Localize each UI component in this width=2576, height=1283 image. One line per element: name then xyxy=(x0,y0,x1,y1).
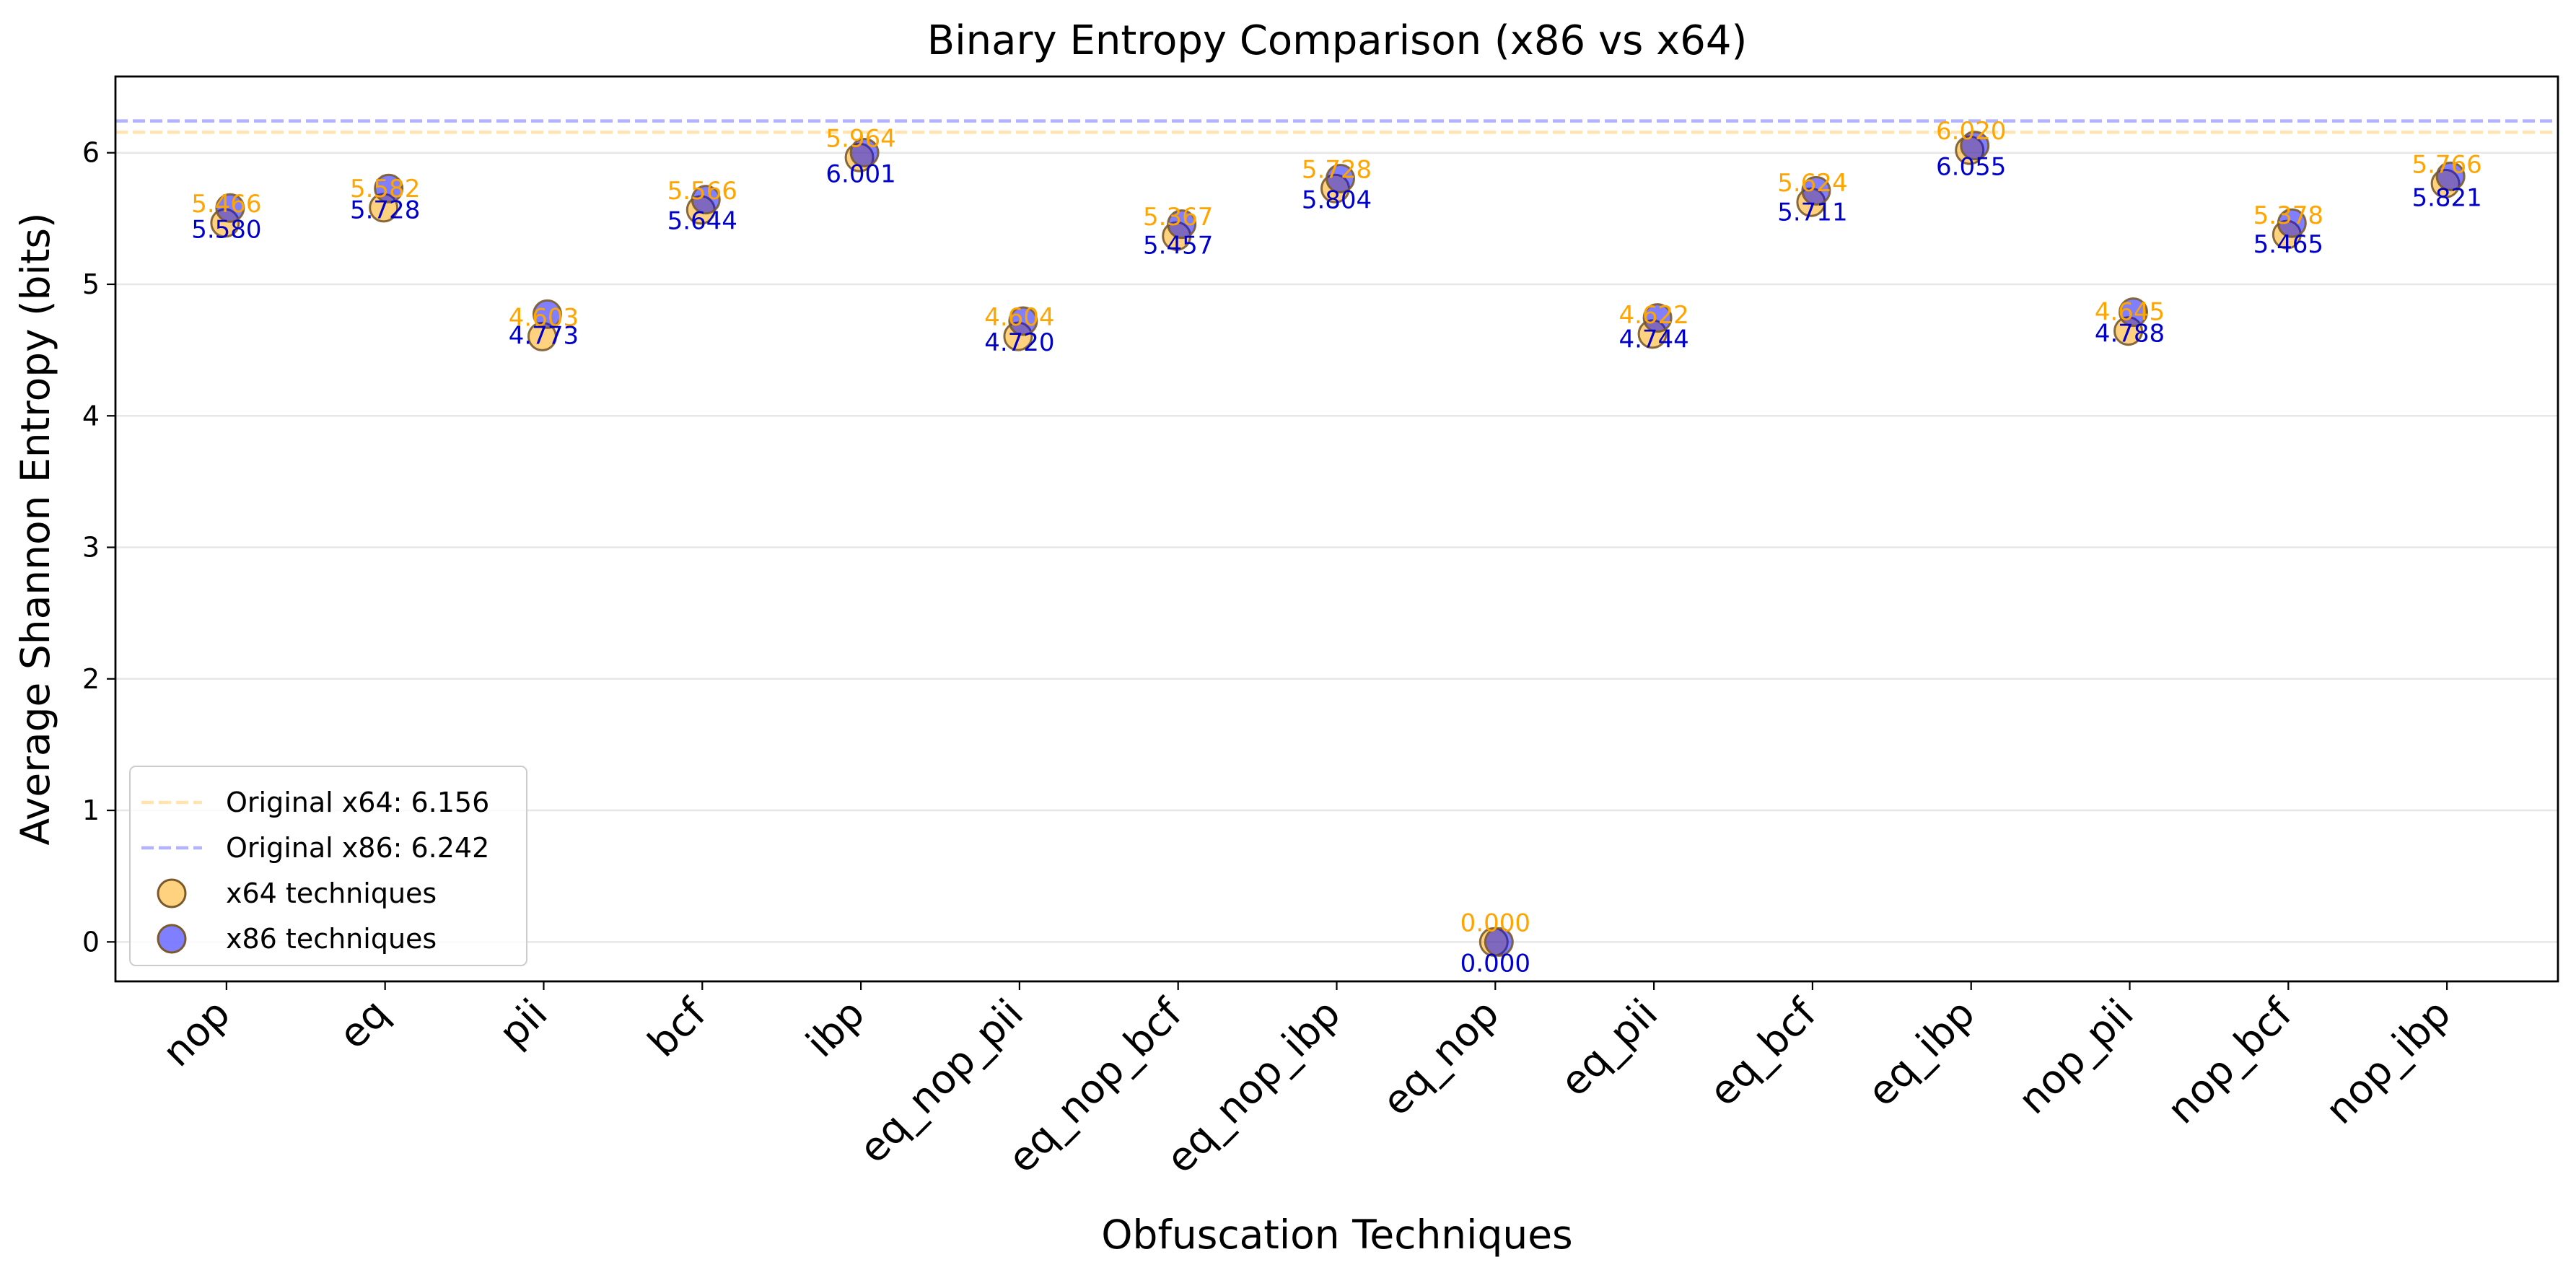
data-label: 4.622 xyxy=(1618,301,1688,330)
data-label: 4.604 xyxy=(984,303,1054,332)
data-label: 4.773 xyxy=(509,321,579,350)
data-labels: 5.466 5.582 4.603 5.566 5.964 4.604 5.367 5.728… xyxy=(191,117,2482,978)
data-label: 5.378 xyxy=(2253,201,2323,230)
data-point xyxy=(849,138,880,168)
data-point xyxy=(2435,161,2466,191)
y-tick-label: 5 xyxy=(82,268,100,300)
data-point xyxy=(215,193,245,223)
data-point xyxy=(1960,131,1990,161)
x-tick-label: nop_ibp xyxy=(2316,990,2459,1133)
data-label: 5.821 xyxy=(2411,183,2481,212)
legend-marker-swatch xyxy=(157,878,187,908)
y-axis: 0 1 2 3 4 5 6 xyxy=(82,137,115,958)
chart-title: Binary Entropy Comparison (x86 vs x64) xyxy=(927,17,1748,64)
data-label: 4.788 xyxy=(2095,320,2165,349)
legend-entry: Original x86: 6.242 xyxy=(226,832,489,864)
x-tick-label: eq_bcf xyxy=(1700,989,1826,1115)
data-label: 6.001 xyxy=(825,160,895,189)
x-axis-label: Obfuscation Techniques xyxy=(1101,1212,1572,1258)
data-label: 5.580 xyxy=(191,215,261,244)
data-label: 4.744 xyxy=(1618,325,1688,354)
data-point xyxy=(2119,297,2149,328)
data-label: 5.624 xyxy=(1777,169,1847,198)
data-label: 5.457 xyxy=(1143,232,1213,260)
x-tick-label: ibp xyxy=(797,990,873,1066)
data-label: 5.804 xyxy=(1302,185,1372,214)
x-tick-label: eq_pii xyxy=(1551,990,1667,1105)
x-tick-label: eq_ibp xyxy=(1858,990,1983,1115)
data-point xyxy=(1326,163,1355,193)
data-points xyxy=(210,131,2466,957)
legend-entry: x86 techniques xyxy=(226,923,437,955)
data-point xyxy=(1167,209,1197,240)
data-label: 5.582 xyxy=(350,175,420,203)
y-tick-label: 3 xyxy=(82,532,100,564)
data-label: 5.711 xyxy=(1777,198,1847,227)
x-tick-label: nop xyxy=(154,990,239,1075)
data-label: 6.020 xyxy=(1936,117,2006,146)
data-label: 5.964 xyxy=(825,124,895,153)
x-tick-label: nop_pii xyxy=(2010,990,2142,1123)
data-label: 5.766 xyxy=(2411,150,2481,179)
data-point xyxy=(691,185,721,215)
y-tick-label: 6 xyxy=(82,137,100,169)
data-point xyxy=(2277,208,2307,238)
y-tick-label: 0 xyxy=(82,926,100,958)
data-point xyxy=(1484,927,1514,957)
data-label: 5.728 xyxy=(1302,155,1372,184)
data-point xyxy=(532,299,562,329)
y-tick-label: 4 xyxy=(82,400,100,432)
legend-box xyxy=(129,766,527,966)
x-tick-label: eq_nop xyxy=(1373,990,1507,1124)
legend-marker-swatch xyxy=(157,924,187,954)
data-point xyxy=(1008,306,1038,336)
legend: Original x64: 6.156 Original x86: 6.242 x6… xyxy=(129,766,527,966)
data-label: 6.055 xyxy=(1936,153,2006,182)
data-point xyxy=(1801,175,1831,206)
data-label: 4.645 xyxy=(2095,298,2165,327)
data-label: 4.603 xyxy=(509,303,579,332)
x-tick-label: eq xyxy=(330,990,398,1058)
data-label: 0.000 xyxy=(1460,908,1530,937)
data-point xyxy=(1642,303,1673,333)
data-point xyxy=(374,173,404,203)
data-label: 5.728 xyxy=(350,196,420,224)
data-label: 5.644 xyxy=(667,207,737,236)
x-tick-label: pii xyxy=(490,990,556,1056)
legend-entry: x64 techniques xyxy=(226,877,437,909)
data-label: 4.720 xyxy=(984,328,1054,357)
reference-lines xyxy=(115,119,2558,134)
y-axis-label: Average Shannon Entropy (bits) xyxy=(12,212,58,845)
y-tick-label: 1 xyxy=(82,794,100,826)
data-label: 5.466 xyxy=(191,190,261,219)
data-label: 5.367 xyxy=(1143,203,1213,232)
x-axis: nop eq pii bcf ibpeq_nop_piieq_nop_bcfeq_nop… xyxy=(154,981,2459,1182)
data-label: 5.566 xyxy=(667,177,737,206)
x-tick-label: bcf xyxy=(639,989,715,1066)
data-label: 0.000 xyxy=(1460,949,1530,978)
x-tick-label: nop_bcf xyxy=(2158,989,2302,1133)
data-label: 5.465 xyxy=(2253,230,2323,259)
legend-entry: Original x64: 6.156 xyxy=(226,787,489,818)
y-tick-label: 2 xyxy=(82,663,100,695)
